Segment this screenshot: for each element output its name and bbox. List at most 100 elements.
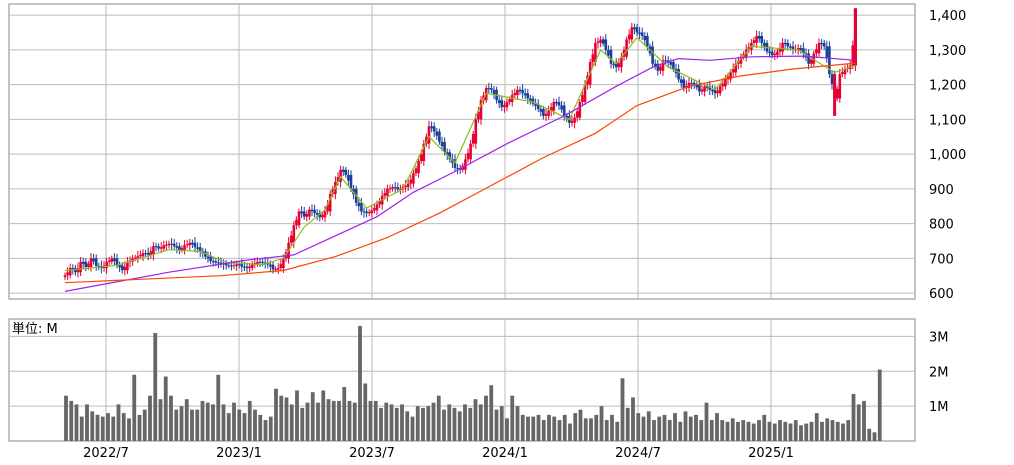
volume-bar bbox=[305, 402, 310, 441]
candle-body bbox=[120, 265, 124, 271]
volume-bar bbox=[421, 407, 425, 441]
volume-bar bbox=[652, 420, 656, 441]
candle-body bbox=[245, 266, 249, 269]
volume-bar bbox=[284, 397, 289, 441]
candle-body bbox=[672, 62, 675, 69]
candle-body bbox=[453, 159, 457, 169]
candle-body bbox=[635, 27, 639, 33]
volume-bar bbox=[289, 404, 294, 441]
volume-bar bbox=[368, 400, 373, 441]
volume-bar bbox=[200, 400, 205, 441]
candle-body bbox=[386, 188, 389, 196]
volume-bar bbox=[69, 400, 74, 441]
volume-bar bbox=[111, 416, 116, 441]
candle-body bbox=[664, 60, 667, 62]
volume-bar bbox=[452, 407, 457, 441]
volume-bar bbox=[573, 413, 578, 441]
candle-body bbox=[305, 213, 309, 217]
volume-bar bbox=[321, 390, 326, 441]
price-tick-label: 700 bbox=[929, 252, 954, 267]
candle-body bbox=[282, 258, 285, 269]
volume-bar bbox=[352, 402, 357, 441]
volume-bar bbox=[751, 423, 756, 441]
candle-body bbox=[118, 265, 121, 268]
candle-body bbox=[817, 42, 821, 54]
candle-body bbox=[422, 143, 426, 162]
volume-bar bbox=[410, 416, 415, 441]
candle-body bbox=[594, 42, 597, 63]
candle-body bbox=[682, 79, 686, 89]
price-tick-label: 600 bbox=[929, 287, 954, 302]
volume-bar bbox=[856, 404, 861, 441]
volume-bar bbox=[431, 402, 436, 441]
candle-body bbox=[661, 60, 665, 71]
volume-bar bbox=[148, 395, 152, 441]
candle-body bbox=[180, 248, 184, 251]
candle-body bbox=[690, 82, 693, 84]
candle-body bbox=[274, 268, 277, 270]
candle-body bbox=[529, 98, 532, 101]
candle-body bbox=[552, 101, 556, 111]
volume-bar bbox=[195, 409, 200, 441]
volume-bar bbox=[331, 400, 336, 441]
candle-body bbox=[263, 262, 267, 264]
candle-body bbox=[321, 214, 324, 218]
volume-bar bbox=[736, 421, 740, 441]
candle-body bbox=[721, 83, 725, 87]
volume-bar bbox=[137, 414, 142, 441]
candle-body bbox=[406, 183, 410, 188]
candle-body bbox=[526, 93, 530, 99]
candle-body bbox=[573, 117, 576, 123]
volume-bar bbox=[557, 420, 562, 441]
candle-body bbox=[362, 211, 366, 213]
candle-body bbox=[490, 88, 493, 90]
candle-body bbox=[391, 187, 394, 189]
volume-bar bbox=[552, 416, 557, 441]
volume-bar bbox=[473, 399, 478, 441]
volume-bar bbox=[426, 406, 431, 441]
candle-body bbox=[232, 265, 236, 267]
candle-body bbox=[292, 225, 296, 243]
candle-body bbox=[479, 100, 483, 120]
candle-body bbox=[388, 188, 392, 190]
volume-bar bbox=[788, 423, 793, 441]
x-tick-label: 2025/1 bbox=[748, 446, 794, 461]
candle-body bbox=[791, 46, 795, 50]
candle-body bbox=[396, 187, 400, 190]
candle-body bbox=[789, 46, 792, 48]
candle-body bbox=[776, 51, 779, 56]
volume-bar bbox=[158, 399, 163, 441]
candle-body bbox=[318, 213, 322, 218]
candle-body bbox=[370, 210, 374, 214]
candle-body bbox=[513, 92, 517, 96]
candle-body bbox=[536, 103, 540, 109]
volume-bar bbox=[809, 421, 814, 441]
candle-body bbox=[625, 39, 628, 57]
candle-body bbox=[700, 89, 704, 92]
candle-body bbox=[237, 264, 241, 266]
candle-body bbox=[276, 268, 280, 270]
x-tick-label: 2022/7 bbox=[83, 446, 129, 461]
volume-bar bbox=[142, 409, 147, 441]
volume-bar bbox=[179, 406, 184, 441]
candle-body bbox=[373, 208, 376, 211]
volume-bar bbox=[447, 404, 452, 441]
candle-body bbox=[497, 100, 501, 104]
candle-body bbox=[547, 110, 550, 116]
candle-body bbox=[812, 53, 816, 64]
volume-bar bbox=[515, 406, 520, 441]
volume-bar bbox=[683, 411, 688, 441]
volume-bar bbox=[106, 413, 110, 441]
volume-bar bbox=[636, 413, 641, 441]
candle-body bbox=[347, 174, 350, 181]
candle-body bbox=[734, 63, 738, 73]
candle-body bbox=[360, 202, 363, 212]
candle-body bbox=[646, 35, 649, 47]
candle-body bbox=[609, 49, 613, 64]
candle-body bbox=[115, 258, 119, 266]
volume-bar bbox=[741, 420, 746, 441]
candle-body bbox=[167, 243, 171, 246]
volume-bar bbox=[205, 402, 210, 441]
candle-body bbox=[79, 261, 82, 273]
